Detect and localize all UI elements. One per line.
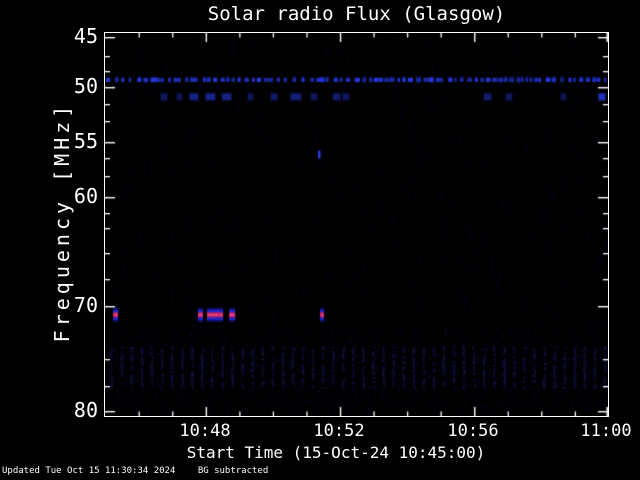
y-tick-label-55: 55	[73, 129, 98, 153]
y-tick-label-60: 60	[73, 184, 98, 208]
x-tick-label-1056: 10:56	[447, 421, 499, 441]
x-tick-label-1048: 10:48	[179, 421, 231, 441]
chart-title: Solar radio Flux (Glasgow)	[207, 3, 506, 25]
x-tick-label-1052: 10:52	[313, 421, 365, 441]
y-tick-label-70: 70	[73, 293, 98, 317]
footer-status-line: Updated Tue Oct 15 11:30:34 2024 BG subt…	[2, 466, 268, 476]
y-axis-label: Frequency [MHz]	[50, 101, 74, 343]
spectrogram-plot-area	[104, 32, 609, 417]
x-tick-label-1100: 11:00	[580, 421, 632, 441]
x-axis-label: Start Time (15-Oct-24 10:45:00)	[186, 443, 486, 462]
y-tick-label-45: 45	[73, 24, 98, 48]
updated-timestamp: Updated Tue Oct 15 11:30:34 2024	[2, 466, 176, 476]
bg-subtracted-note: BG subtracted	[197, 466, 269, 476]
y-tick-label-50: 50	[73, 74, 98, 98]
y-tick-label-80: 80	[73, 398, 98, 422]
